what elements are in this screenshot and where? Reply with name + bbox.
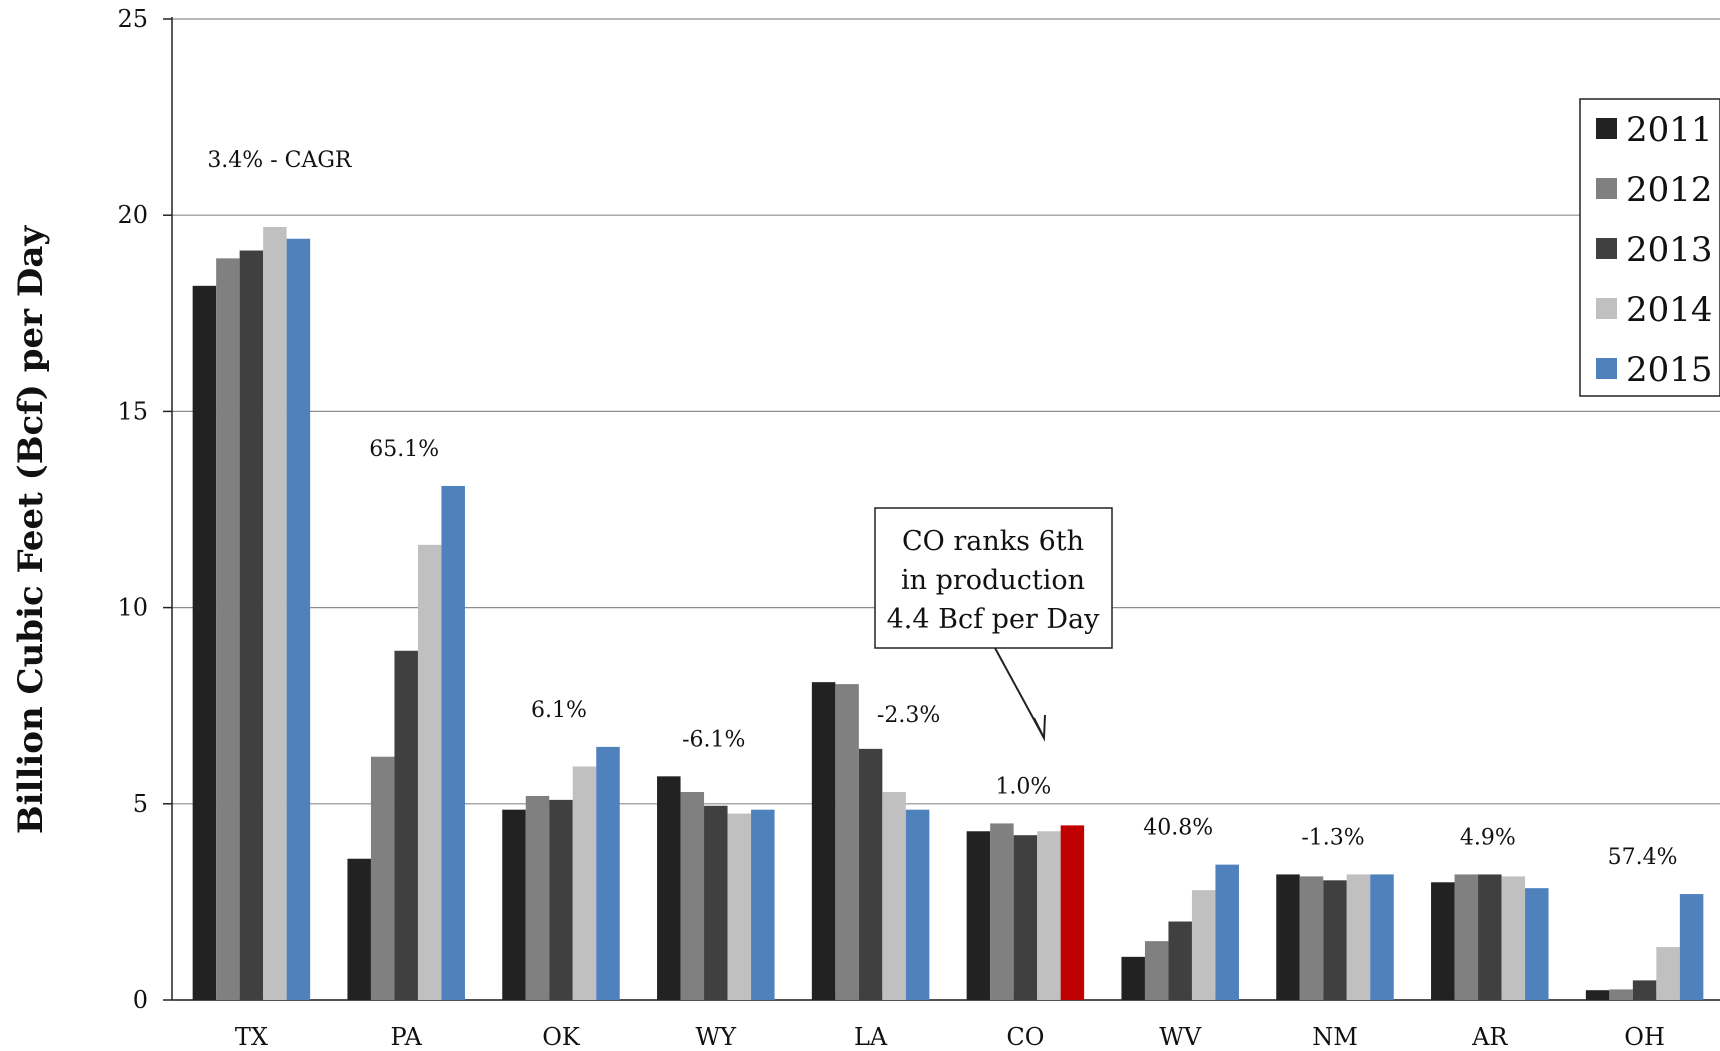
callout-arrow-head xyxy=(1033,714,1046,742)
bar-la-2013 xyxy=(858,748,883,1000)
bar-ar-2012 xyxy=(1454,874,1479,1000)
legend-swatch-2013 xyxy=(1596,238,1617,259)
legend-swatch-2012 xyxy=(1596,178,1617,199)
y-tick-label: 20 xyxy=(117,201,148,229)
growth-label-oh: 57.4% xyxy=(1608,845,1678,870)
callout-box xyxy=(874,507,1113,649)
growth-label-wy: -6.1% xyxy=(682,727,745,752)
x-tick-label-pa: PA xyxy=(391,1023,423,1051)
growth-label-pa: 65.1% xyxy=(369,437,439,462)
gridlines: 0 5 10 15 20 25 xyxy=(117,5,1720,1014)
bar-wy-2014 xyxy=(727,813,752,1000)
legend-label-2012: 2012 xyxy=(1626,170,1713,210)
growth-labels: 3.4% - CAGR 65.1% 6.1% -6.1% -2.3% 1.0% 40.8% -… xyxy=(207,148,1677,870)
bar-oh-2014 xyxy=(1656,947,1680,1000)
growth-label-tx: 3.4% - CAGR xyxy=(207,148,353,173)
bar-wv-2012 xyxy=(1144,941,1169,1000)
bar-co-2013 xyxy=(1013,835,1038,1000)
legend-swatch-2011 xyxy=(1596,118,1617,139)
bar-ok-2015 xyxy=(596,746,620,1000)
x-tick-label-tx: TX xyxy=(235,1023,268,1051)
bar-pa-2013 xyxy=(394,650,418,1000)
bar-wy-2011 xyxy=(657,776,681,1000)
callout-annotation: CO ranks 6th in production 4.4 Bcf per D… xyxy=(874,507,1113,742)
bar-tx-2014 xyxy=(263,226,287,1001)
bar-ok-2013 xyxy=(549,799,573,1000)
bar-wy-2013 xyxy=(704,805,728,1000)
growth-label-co: 1.0% xyxy=(995,774,1051,799)
bar-wv-2013 xyxy=(1168,921,1192,1000)
legend-label-2013: 2013 xyxy=(1626,230,1713,270)
callout-line-2: in production xyxy=(901,565,1085,596)
growth-label-ar: 4.9% xyxy=(1460,825,1516,850)
bar-oh-2015 xyxy=(1679,894,1704,1000)
bar-tx-2012 xyxy=(216,258,240,1000)
bar-la-2012 xyxy=(835,684,859,1000)
x-tick-label-wy: WY xyxy=(696,1023,738,1051)
bar-la-2015 xyxy=(905,809,930,1000)
bar-co-2014 xyxy=(1037,831,1061,1000)
bar-ar-2013 xyxy=(1478,874,1502,1000)
bar-la-2011 xyxy=(811,682,836,1000)
bar-nm-2012 xyxy=(1299,876,1324,1000)
x-tick-label-nm: NM xyxy=(1312,1023,1358,1051)
bar-la-2014 xyxy=(882,792,906,1000)
growth-label-wv: 40.8% xyxy=(1143,816,1213,841)
bar-nm-2011 xyxy=(1276,874,1300,1000)
bar-pa-2015 xyxy=(441,485,465,1000)
bar-co-2012 xyxy=(990,823,1014,1000)
y-tick-label: 0 xyxy=(133,986,148,1014)
legend-label-2011: 2011 xyxy=(1626,110,1713,150)
y-tick-label: 10 xyxy=(117,594,148,622)
bar-nm-2014 xyxy=(1346,874,1371,1000)
bar-tx-2011 xyxy=(192,285,217,1000)
bar-nm-2013 xyxy=(1323,880,1347,1000)
legend: 2011 2012 2013 2014 2015 xyxy=(1579,98,1720,397)
bar-ar-2014 xyxy=(1501,876,1526,1000)
x-tick-label-ar: AR xyxy=(1471,1023,1508,1051)
bar-wv-2014 xyxy=(1191,890,1216,1000)
bars xyxy=(192,226,1704,1001)
x-tick-label-co: CO xyxy=(1006,1023,1044,1051)
bar-wy-2015 xyxy=(751,809,775,1000)
growth-label-nm: -1.3% xyxy=(1301,825,1364,850)
bar-wy-2012 xyxy=(680,792,705,1000)
legend-label-2015: 2015 xyxy=(1626,350,1713,390)
bar-tx-2013 xyxy=(239,250,264,1001)
growth-label-ok: 6.1% xyxy=(531,698,587,723)
y-tick-label: 5 xyxy=(133,790,148,818)
bar-oh-2012 xyxy=(1609,989,1633,1000)
bar-co-2011 xyxy=(966,831,991,1000)
y-axis-title: Billion Cubic Feet (Bcf) per Day xyxy=(11,225,51,834)
x-tick-label-la: LA xyxy=(854,1023,888,1051)
bar-tx-2015 xyxy=(286,238,311,1000)
legend-swatch-2014 xyxy=(1596,298,1617,319)
x-tick-label-ok: OK xyxy=(542,1023,581,1051)
bar-oh-2011 xyxy=(1585,990,1610,1000)
bar-ar-2011 xyxy=(1431,882,1455,1000)
bar-ok-2012 xyxy=(525,795,550,1000)
bar-ar-2015 xyxy=(1525,888,1549,1000)
y-tick-label: 15 xyxy=(117,397,148,425)
legend-swatch-2015 xyxy=(1596,358,1617,379)
bar-nm-2015 xyxy=(1370,874,1394,1000)
bar-ok-2014 xyxy=(572,766,597,1000)
callout-line-3: 4.4 Bcf per Day xyxy=(887,604,1101,635)
x-tick-label-wv: WV xyxy=(1159,1023,1202,1051)
legend-label-2014: 2014 xyxy=(1626,290,1713,330)
growth-label-la: -2.3% xyxy=(877,703,940,728)
bar-ok-2011 xyxy=(502,809,526,1000)
bar-pa-2011 xyxy=(347,858,371,1000)
callout-line-1: CO ranks 6th xyxy=(902,526,1084,557)
y-tick-label: 25 xyxy=(117,5,148,33)
bar-co-2015 xyxy=(1060,825,1085,1000)
bar-oh-2013 xyxy=(1632,980,1657,1000)
bar-pa-2012 xyxy=(370,756,395,1000)
bar-pa-2014 xyxy=(417,544,442,1000)
category-labels: TX PA OK WY LA CO WV NM AR OH xyxy=(235,1023,1665,1051)
bar-wv-2015 xyxy=(1215,864,1239,1000)
bar-wv-2011 xyxy=(1121,956,1145,1000)
x-tick-label-oh: OH xyxy=(1624,1023,1665,1051)
